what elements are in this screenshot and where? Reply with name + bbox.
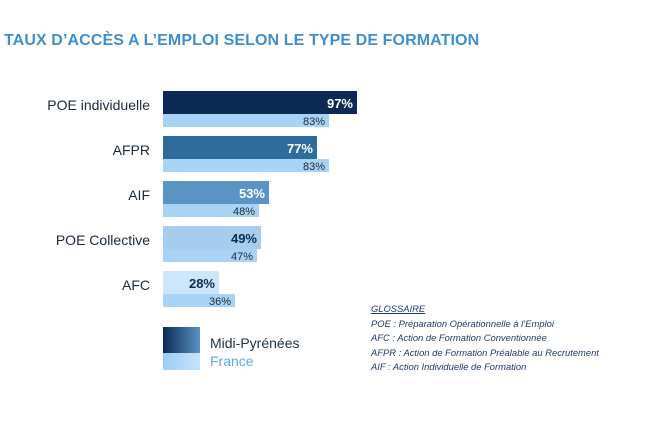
value-label-france-poe-individuelle: 83% <box>303 116 325 128</box>
bar-midi-pyrenees-afc <box>163 271 219 294</box>
value-label-midi-pyrenees-afc: 28% <box>189 276 215 291</box>
bar-midi-pyrenees-poe-collective <box>163 226 261 249</box>
chart-title: TAUX D’ACCÈS A L’EMPLOI SELON LE TYPE DE… <box>4 32 480 49</box>
value-label-france-poe-collective: 47% <box>231 251 253 263</box>
value-label-midi-pyrenees-afpr: 77% <box>287 141 313 156</box>
bar-midi-pyrenees-afpr <box>163 136 317 159</box>
category-label-poe-individuelle: POE individuelle <box>47 97 150 113</box>
legend-swatch-france <box>163 353 200 370</box>
category-label-afpr: AFPR <box>113 142 150 158</box>
glossary-heading: GLOSSAIRE <box>371 303 426 314</box>
glossary: GLOSSAIRE POE : Préparation Opérationnel… <box>371 302 599 375</box>
value-label-france-afc: 36% <box>209 296 231 308</box>
legend-label-france: France <box>210 353 254 369</box>
value-label-midi-pyrenees-aif: 53% <box>239 186 265 201</box>
glossary-line-aif: AIF : Action Individuelle de Formation <box>371 361 527 373</box>
category-label-aif: AIF <box>128 187 150 203</box>
bar-france-aif <box>163 204 259 217</box>
value-label-midi-pyrenees-poe-collective: 49% <box>231 231 257 246</box>
legend-swatch-midi-pyrenees <box>163 327 200 353</box>
value-label-midi-pyrenees-poe-individuelle: 97% <box>327 96 353 111</box>
bar-france-afpr <box>163 159 329 172</box>
legend-label-midi-pyrenees: Midi-Pyrénées <box>210 335 299 351</box>
chart-legend: Midi-Pyrénées France <box>163 327 299 370</box>
category-label-afc: AFC <box>122 277 150 293</box>
bar-france-afc <box>163 294 235 307</box>
bar-midi-pyrenees-aif <box>163 181 269 204</box>
bar-france-poe-collective <box>163 249 257 262</box>
value-label-france-aif: 48% <box>233 206 255 218</box>
category-label-poe-collective: POE Collective <box>56 232 150 248</box>
bar-france-poe-individuelle <box>163 114 329 127</box>
glossary-line-afpr: AFPR : Action de Formation Préalable au … <box>371 346 599 358</box>
glossary-line-poe: POE : Préparation Opérationnelle à l’Emp… <box>371 317 554 329</box>
value-label-france-afpr: 83% <box>303 161 325 173</box>
glossary-line-afc: AFC : Action de Formation Conventionnée <box>371 332 547 344</box>
bar-midi-pyrenees-poe-individuelle <box>163 91 357 114</box>
